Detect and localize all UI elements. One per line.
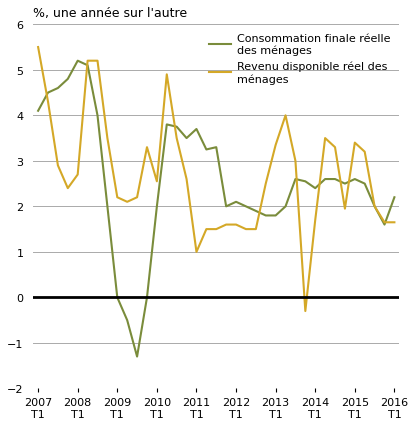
Revenu disponible réel des
ménages	[323, 136, 328, 141]
Revenu disponible réel des
ménages	[125, 200, 130, 205]
Revenu disponible réel des
ménages	[204, 227, 209, 232]
Revenu disponible réel des
ménages	[45, 100, 50, 105]
Consommation finale réelle
des ménages	[164, 123, 169, 128]
Line: Revenu disponible réel des
ménages: Revenu disponible réel des ménages	[38, 48, 394, 311]
Consommation finale réelle
des ménages	[392, 195, 397, 200]
Revenu disponible réel des
ménages	[382, 220, 387, 225]
Revenu disponible réel des
ménages	[243, 227, 248, 232]
Revenu disponible réel des
ménages	[65, 186, 70, 191]
Consommation finale réelle
des ménages	[194, 127, 199, 132]
Consommation finale réelle
des ménages	[125, 318, 130, 323]
Consommation finale réelle
des ménages	[85, 63, 90, 69]
Revenu disponible réel des
ménages	[342, 207, 347, 212]
Revenu disponible réel des
ménages	[352, 141, 357, 146]
Revenu disponible réel des
ménages	[303, 309, 308, 314]
Line: Consommation finale réelle
des ménages: Consommation finale réelle des ménages	[38, 61, 394, 357]
Consommation finale réelle
des ménages	[135, 354, 140, 359]
Consommation finale réelle
des ménages	[332, 177, 337, 182]
Revenu disponible réel des
ménages	[313, 218, 318, 223]
Revenu disponible réel des
ménages	[233, 222, 238, 227]
Consommation finale réelle
des ménages	[65, 77, 70, 82]
Consommation finale réelle
des ménages	[75, 59, 80, 64]
Consommation finale réelle
des ménages	[362, 181, 367, 187]
Consommation finale réelle
des ménages	[283, 204, 288, 210]
Consommation finale réelle
des ménages	[372, 204, 377, 210]
Consommation finale réelle
des ménages	[313, 186, 318, 191]
Revenu disponible réel des
ménages	[174, 136, 179, 141]
Revenu disponible réel des
ménages	[293, 159, 298, 164]
Revenu disponible réel des
ménages	[55, 164, 60, 169]
Revenu disponible réel des
ménages	[362, 150, 367, 155]
Revenu disponible réel des
ménages	[144, 145, 149, 150]
Text: %, une année sur l'autre: %, une année sur l'autre	[33, 7, 187, 20]
Consommation finale réelle
des ménages	[184, 136, 189, 141]
Revenu disponible réel des
ménages	[154, 179, 159, 184]
Consommation finale réelle
des ménages	[323, 177, 328, 182]
Consommation finale réelle
des ménages	[233, 200, 238, 205]
Revenu disponible réel des
ménages	[224, 222, 229, 227]
Revenu disponible réel des
ménages	[135, 195, 140, 200]
Consommation finale réelle
des ménages	[352, 177, 357, 182]
Consommation finale réelle
des ménages	[214, 145, 219, 150]
Revenu disponible réel des
ménages	[75, 173, 80, 178]
Revenu disponible réel des
ménages	[283, 113, 288, 118]
Revenu disponible réel des
ménages	[105, 136, 110, 141]
Revenu disponible réel des
ménages	[184, 177, 189, 182]
Consommation finale réelle
des ménages	[273, 213, 278, 219]
Revenu disponible réel des
ménages	[253, 227, 258, 232]
Revenu disponible réel des
ménages	[115, 195, 120, 200]
Legend: Consommation finale réelle
des ménages, Revenu disponible réel des
ménages: Consommation finale réelle des ménages, …	[206, 31, 394, 88]
Revenu disponible réel des
ménages	[85, 59, 90, 64]
Consommation finale réelle
des ménages	[303, 179, 308, 184]
Consommation finale réelle
des ménages	[293, 177, 298, 182]
Consommation finale réelle
des ménages	[45, 91, 50, 96]
Revenu disponible réel des
ménages	[194, 250, 199, 255]
Consommation finale réelle
des ménages	[382, 222, 387, 227]
Consommation finale réelle
des ménages	[253, 209, 258, 214]
Revenu disponible réel des
ménages	[332, 145, 337, 150]
Revenu disponible réel des
ménages	[164, 72, 169, 78]
Revenu disponible réel des
ménages	[273, 143, 278, 148]
Consommation finale réelle
des ménages	[55, 86, 60, 91]
Consommation finale réelle
des ménages	[224, 204, 229, 210]
Revenu disponible réel des
ménages	[392, 220, 397, 225]
Consommation finale réelle
des ménages	[115, 295, 120, 300]
Consommation finale réelle
des ménages	[263, 213, 268, 219]
Revenu disponible réel des
ménages	[95, 59, 100, 64]
Consommation finale réelle
des ménages	[144, 295, 149, 300]
Revenu disponible réel des
ménages	[372, 204, 377, 210]
Consommation finale réelle
des ménages	[204, 147, 209, 153]
Revenu disponible réel des
ménages	[36, 45, 41, 50]
Revenu disponible réel des
ménages	[263, 181, 268, 187]
Consommation finale réelle
des ménages	[342, 181, 347, 187]
Consommation finale réelle
des ménages	[154, 204, 159, 210]
Consommation finale réelle
des ménages	[95, 113, 100, 118]
Consommation finale réelle
des ménages	[36, 109, 41, 114]
Consommation finale réelle
des ménages	[174, 125, 179, 130]
Consommation finale réelle
des ménages	[243, 204, 248, 210]
Revenu disponible réel des
ménages	[214, 227, 219, 232]
Consommation finale réelle
des ménages	[105, 204, 110, 210]
